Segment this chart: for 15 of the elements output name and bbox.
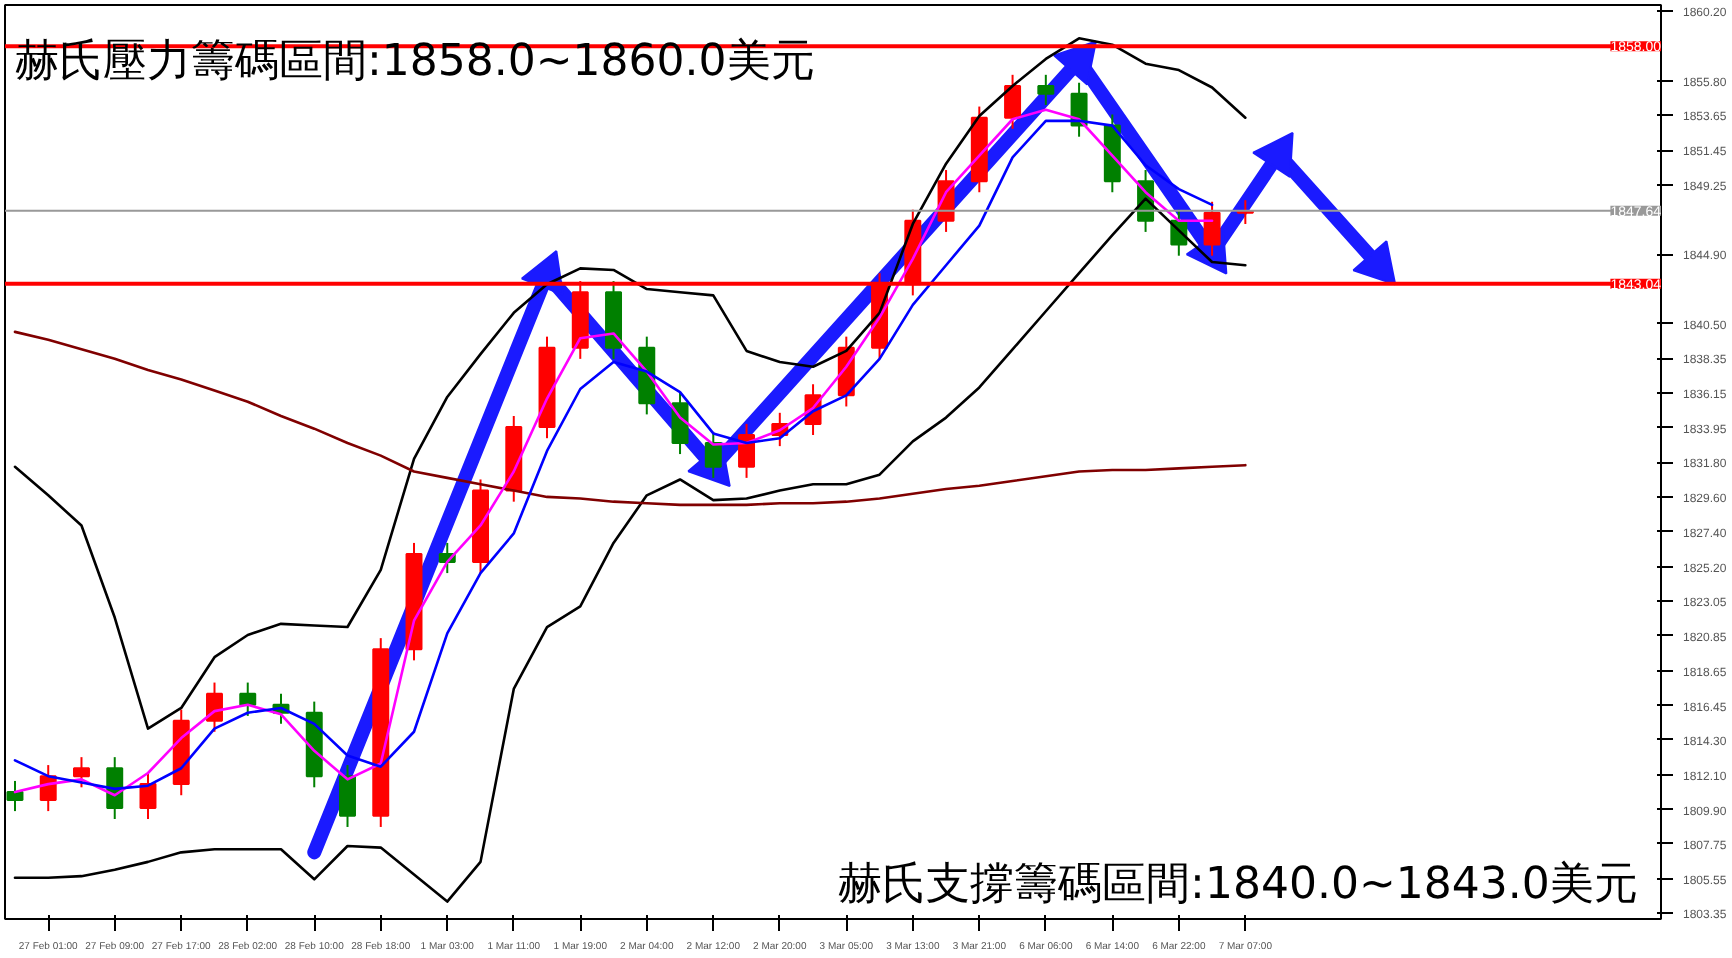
candlestick: [339, 764, 356, 828]
candlestick: [206, 681, 223, 733]
annotation: 赫氏支撐籌碼區間:1840.0~1843.0美元: [838, 859, 1638, 910]
line-series: [13, 330, 1247, 507]
candlestick: [239, 681, 257, 717]
annotation: 赫氏壓力籌碼區間:1858.0~1860.0美元: [14, 36, 815, 87]
candlestick: [704, 430, 722, 479]
candlestick: [1037, 73, 1055, 106]
line-series: [13, 37, 1247, 730]
candlestick: [1004, 73, 1022, 130]
candlestick: [1203, 200, 1221, 257]
candlestick: [73, 756, 90, 789]
candlestick: [671, 391, 689, 456]
candlestick: [6, 779, 24, 813]
candlestick: [738, 422, 756, 479]
